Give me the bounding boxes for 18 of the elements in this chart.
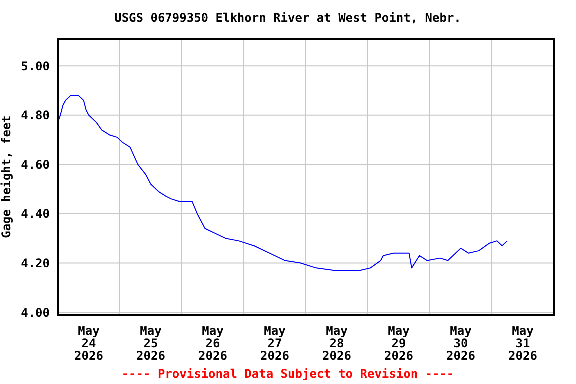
- x-tick-label: May 27 2026: [260, 324, 290, 363]
- x-tick-label: May 28 2026: [322, 324, 352, 363]
- x-tick-label: May 24 2026: [74, 324, 104, 363]
- x-tick-label: May 29 2026: [384, 324, 414, 363]
- y-tick-label: 4.20: [21, 256, 50, 271]
- y-tick-label: 4.40: [21, 207, 50, 222]
- chart-title: USGS 06799350 Elkhorn River at West Point, Nebr.: [114, 11, 462, 25]
- x-tick-label: May 26 2026: [198, 324, 228, 363]
- line-series: [58, 95, 508, 272]
- x-tick-label: May 25 2026: [136, 324, 166, 363]
- text: ---- Provisional Data Subject to Revision ----: [120, 367, 456, 381]
- y-tick-label: 4.80: [21, 108, 50, 123]
- x-tick-label: May 30 2026: [446, 324, 476, 363]
- y-tick-label: 4.00: [21, 306, 50, 320]
- y-tick-label: 5.00: [21, 59, 50, 74]
- x-tick-label: May 31 2026: [508, 324, 538, 363]
- y-tick-label: 4.60: [21, 158, 50, 172]
- y-axis-title: Gage height, feet: [0, 116, 14, 238]
